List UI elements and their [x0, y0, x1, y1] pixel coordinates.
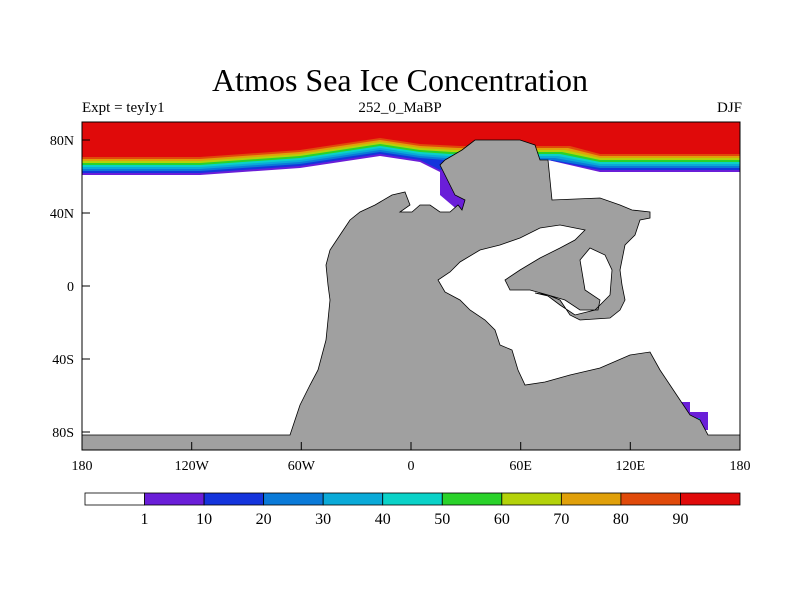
lon-label: 60E — [509, 459, 532, 474]
colorbar-swatch — [84, 492, 145, 506]
colorbar-swatch — [382, 492, 443, 506]
lon-label: 180 — [730, 459, 751, 474]
colorbar-swatch — [263, 492, 324, 506]
colorbar-swatch — [441, 492, 503, 506]
colorbar-swatch — [144, 492, 205, 506]
colorbar-swatch — [501, 492, 562, 506]
colorbar-label: 40 — [375, 511, 391, 528]
lat-label: 80S — [52, 426, 74, 441]
pangaea-landmass — [82, 139, 740, 450]
colorbar-swatch — [620, 492, 681, 506]
lat-label: 0 — [67, 280, 74, 295]
experiment-label: Expt = teyIy1 — [82, 100, 165, 116]
lon-label: 120E — [616, 459, 646, 474]
colorbar-swatch — [680, 492, 741, 506]
lon-axis: 180 120W 60W 0 60E 120E 180 — [72, 442, 751, 474]
colorbar-label: 50 — [434, 511, 450, 528]
lon-label: 0 — [408, 459, 415, 474]
lon-label: 60W — [288, 459, 316, 474]
map-title: Atmos Sea Ice Concentration — [212, 62, 588, 98]
colorbar-label: 30 — [315, 511, 331, 528]
lat-axis: 80N 40N 0 40S 80S — [50, 134, 90, 441]
colorbar-swatch — [560, 492, 622, 506]
colorbar-label: 80 — [613, 511, 629, 528]
map-plot-area — [82, 122, 740, 450]
time-label: 252_0_MaBP — [358, 100, 442, 116]
lat-label: 80N — [50, 134, 74, 149]
colorbar-swatch — [203, 492, 265, 506]
sea-ice-north — [82, 122, 740, 212]
lon-label: 120W — [175, 459, 210, 474]
lat-label: 40S — [52, 353, 74, 368]
colorbar-label: 1 — [141, 511, 149, 528]
lon-label: 180 — [72, 459, 93, 474]
colorbar-label: 20 — [256, 511, 272, 528]
colorbar-label: 60 — [494, 511, 510, 528]
colorbar-label: 90 — [672, 511, 688, 528]
colorbar-swatch — [322, 492, 384, 506]
lat-label: 40N — [50, 207, 74, 222]
colorbar-label: 70 — [553, 511, 569, 528]
season-label: DJF — [716, 100, 742, 116]
colorbar: 1 10 20 30 40 50 60 70 80 90 — [84, 492, 741, 528]
colorbar-label: 10 — [196, 511, 212, 528]
